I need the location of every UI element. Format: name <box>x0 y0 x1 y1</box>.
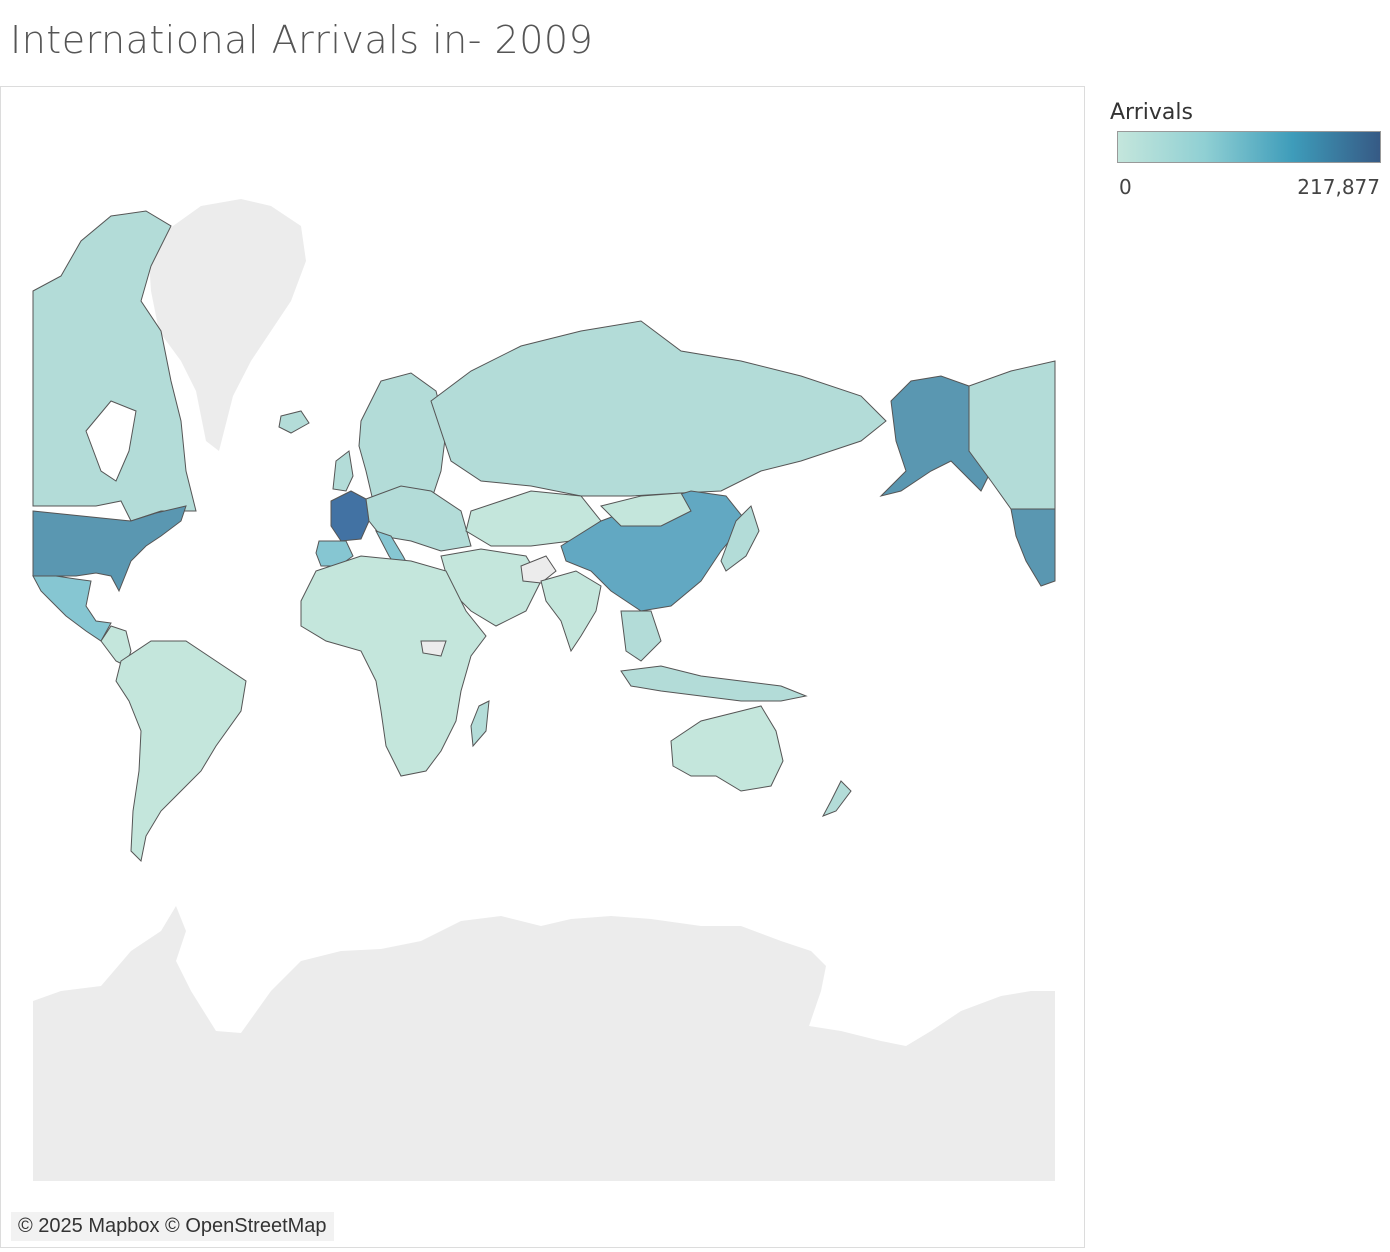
country-usa-east[interactable] <box>1010 508 1056 587</box>
country-japan[interactable] <box>720 505 760 572</box>
world-map[interactable] <box>1 87 1086 1249</box>
greenland[interactable] <box>149 199 306 451</box>
africa[interactable] <box>300 555 487 777</box>
legend-title: Arrivals <box>1110 100 1193 125</box>
country-uk[interactable] <box>332 450 354 492</box>
country-russia[interactable] <box>430 320 887 497</box>
country-canada-west[interactable] <box>32 210 197 522</box>
antarctica[interactable] <box>33 906 1055 1181</box>
country-iceland[interactable] <box>278 410 310 434</box>
page-title: International Arrivals in- 2009 <box>10 18 594 62</box>
legend-max-label: 217,877 <box>1297 175 1380 199</box>
country-india[interactable] <box>540 570 602 653</box>
country-mongolia[interactable] <box>600 492 692 527</box>
country-australia[interactable] <box>670 705 784 792</box>
legend-min-label: 0 <box>1119 175 1132 199</box>
central-america[interactable] <box>100 625 132 667</box>
map-attribution[interactable]: © 2025 Mapbox © OpenStreetMap <box>11 1212 334 1241</box>
legend-gradient-bar <box>1117 131 1381 163</box>
color-legend: Arrivals 0 217,877 <box>1110 100 1382 205</box>
south-america[interactable] <box>115 640 247 863</box>
country-france[interactable] <box>330 490 370 542</box>
country-new-zealand[interactable] <box>821 780 852 817</box>
map-view[interactable]: © 2025 Mapbox © OpenStreetMap <box>0 86 1085 1248</box>
europe-central[interactable] <box>365 485 472 552</box>
hudson-bay <box>85 400 137 482</box>
country-usa[interactable] <box>32 505 187 593</box>
europe-north[interactable] <box>358 372 447 507</box>
country-afghanistan[interactable] <box>520 555 557 584</box>
alaska[interactable] <box>879 375 992 497</box>
country-mexico[interactable] <box>32 575 112 642</box>
somalia[interactable] <box>420 640 447 657</box>
southeast-asia[interactable] <box>620 610 662 662</box>
indonesia[interactable] <box>620 665 808 702</box>
country-madagascar[interactable] <box>470 700 490 748</box>
